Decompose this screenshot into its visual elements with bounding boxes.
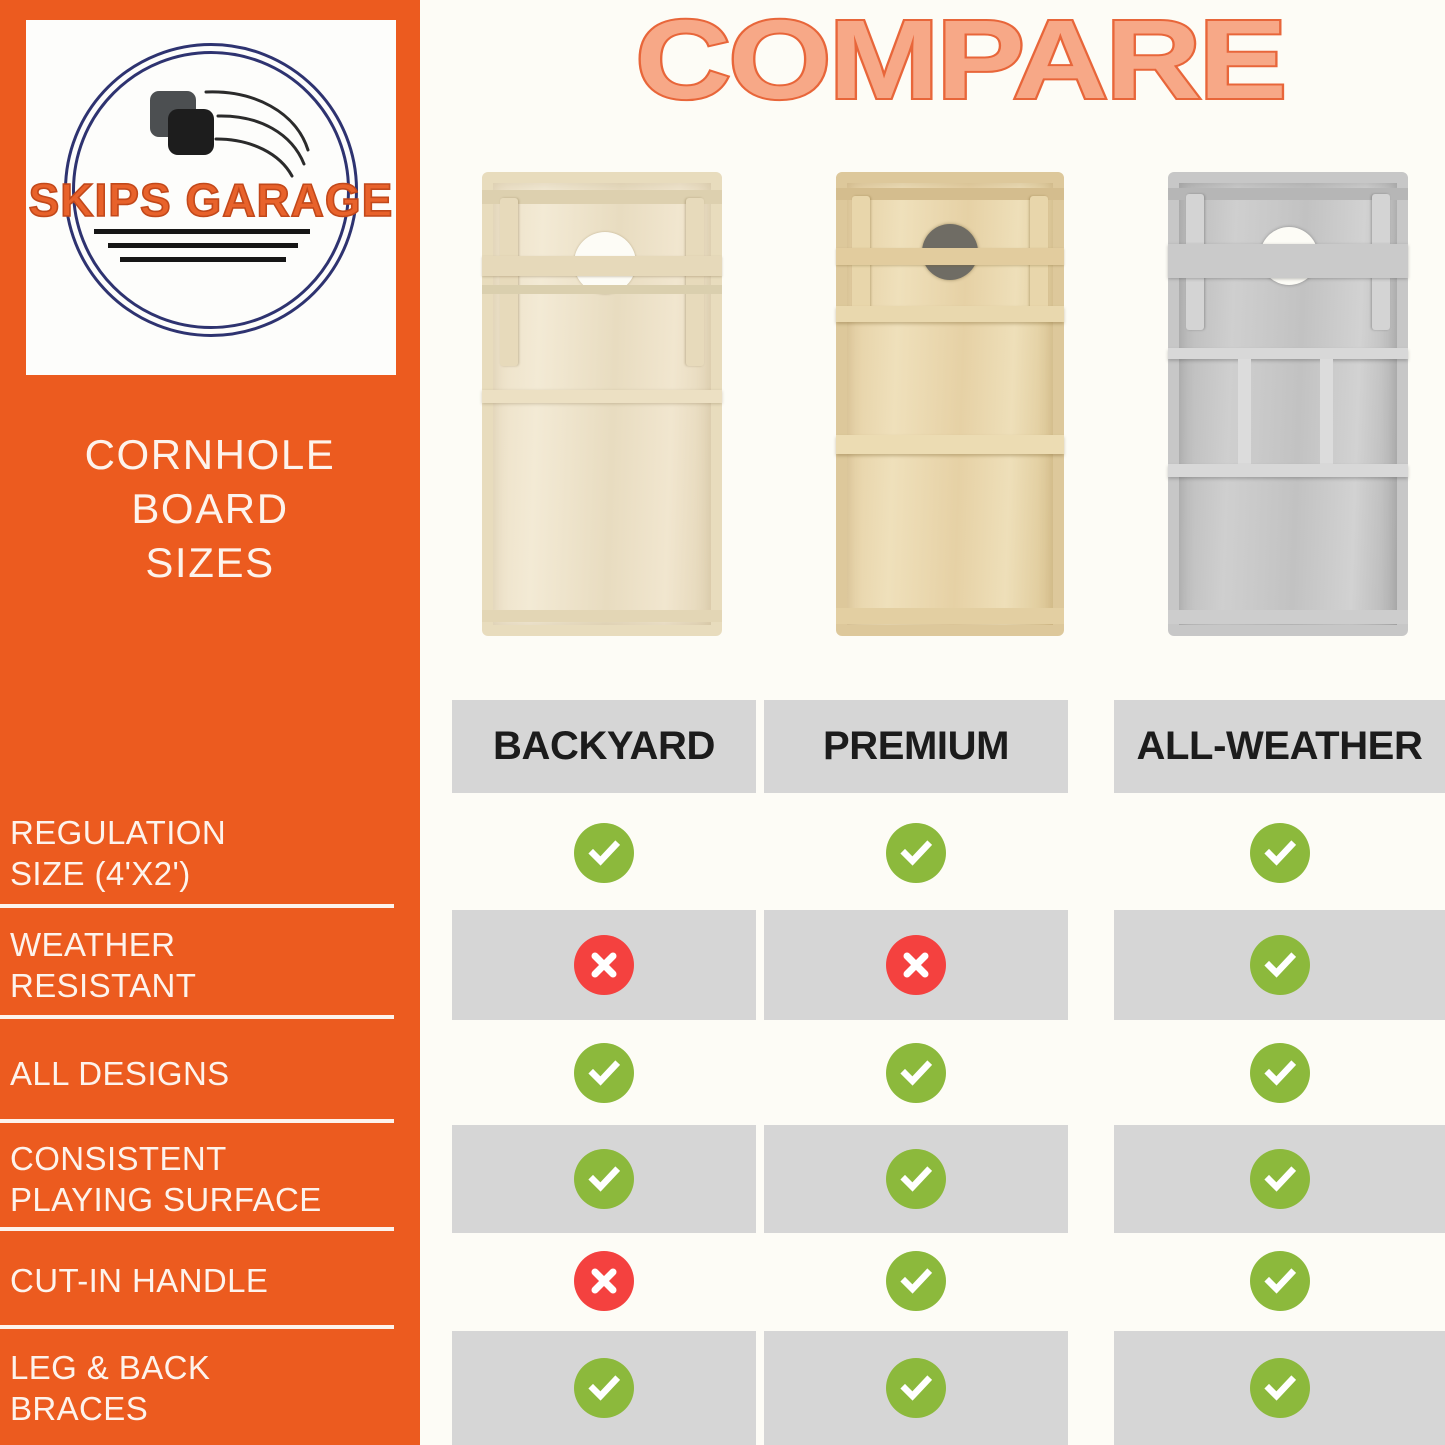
feature-label-text: ALL DESIGNS: [0, 1053, 236, 1094]
green-check-circle-icon: [886, 1149, 946, 1209]
column-header-all-weather: ALL-WEATHER: [1136, 724, 1423, 768]
green-check-circle-icon: [1249, 823, 1310, 883]
feature-label-6: LEG & BACK BRACES: [0, 1331, 420, 1445]
column-header-band: [452, 700, 756, 793]
logo-rule: [120, 257, 286, 262]
feature-label-text: WEATHER RESISTANT: [0, 924, 202, 1006]
feature-label-text: CUT-IN HANDLE: [0, 1260, 274, 1301]
sidebar: SKIPS GARAGE CORNHOLE BOARD SIZES REGULA…: [0, 0, 420, 1445]
green-check-circle-icon: [886, 1358, 946, 1418]
green-check-circle-icon: [886, 823, 946, 883]
column-header-backyard: BACKYARD: [492, 724, 715, 768]
green-check-circle-icon: [574, 1149, 634, 1209]
logo-inner-circle-icon: [72, 51, 350, 329]
feature-label-line: LEG & BACK: [10, 1349, 211, 1386]
feature-label-text: REGULATION SIZE (4'X2'): [0, 812, 232, 894]
column-header-band: [764, 700, 1068, 793]
red-x-circle-icon: [574, 935, 634, 995]
feature-label-line: WEATHER: [10, 926, 176, 963]
motion-arcs-icon: [204, 90, 310, 178]
product-photo-all-weather: [1168, 172, 1408, 636]
green-check-circle-icon: [574, 1358, 634, 1418]
feature-label-line: CONSISTENT: [10, 1140, 227, 1177]
page-title-line: CORNHOLE: [84, 431, 336, 478]
logo-rule: [94, 229, 310, 234]
feature-label-1: REGULATION SIZE (4'X2'): [0, 796, 420, 910]
feature-label-3: ALL DESIGNS: [0, 1021, 420, 1125]
feature-divider: [0, 1015, 394, 1019]
logo-rule: [108, 243, 298, 248]
feature-label-line: RESISTANT: [10, 967, 197, 1004]
green-check-circle-icon: [1249, 1358, 1310, 1418]
product-photo-premium: [836, 172, 1064, 636]
page-title-line: BOARD: [131, 485, 289, 532]
rounded-square-black-icon: [168, 109, 214, 155]
brand-logo: SKIPS GARAGE: [26, 20, 396, 375]
green-check-circle-icon: [1249, 1250, 1310, 1311]
feature-label-line: PLAYING SURFACE: [10, 1181, 322, 1218]
green-check-circle-icon: [886, 1250, 946, 1311]
column-header-premium: PREMIUM: [822, 724, 1010, 768]
green-check-circle-icon: [1249, 935, 1310, 995]
feature-label-2: WEATHER RESISTANT: [0, 910, 420, 1020]
page-title: CORNHOLE BOARD SIZES: [0, 428, 420, 590]
feature-label-line: REGULATION: [10, 814, 227, 851]
feature-divider: [0, 904, 394, 908]
green-check-circle-icon: [574, 1043, 634, 1103]
product-photo-backyard: [482, 172, 722, 636]
feature-divider: [0, 1325, 394, 1329]
green-check-circle-icon: [886, 1043, 946, 1103]
feature-label-line: CUT-IN HANDLE: [10, 1262, 269, 1299]
feature-label-5: CUT-IN HANDLE: [0, 1233, 420, 1328]
feature-label-text: LEG & BACK BRACES: [0, 1347, 216, 1429]
feature-label-text: CONSISTENT PLAYING SURFACE: [0, 1138, 328, 1220]
feature-divider: [0, 1119, 394, 1123]
feature-label-4: CONSISTENT PLAYING SURFACE: [0, 1125, 420, 1233]
red-x-circle-icon: [574, 1250, 634, 1311]
green-check-circle-icon: [1249, 1043, 1310, 1103]
feature-label-line: SIZE (4'X2'): [10, 855, 191, 892]
compare-heading: COMPARE: [633, 0, 1289, 122]
feature-label-line: ALL DESIGNS: [10, 1054, 230, 1092]
column-header-band: [1114, 700, 1445, 793]
logo-wordmark: SKIPS GARAGE: [28, 173, 394, 227]
green-check-circle-icon: [1249, 1149, 1310, 1209]
feature-divider: [0, 1227, 394, 1231]
green-check-circle-icon: [574, 823, 634, 883]
page-title-line: SIZES: [145, 539, 275, 586]
feature-label-line: BRACES: [10, 1390, 149, 1427]
red-x-circle-icon: [886, 935, 946, 995]
logo-outer-circle-icon: [64, 43, 358, 337]
